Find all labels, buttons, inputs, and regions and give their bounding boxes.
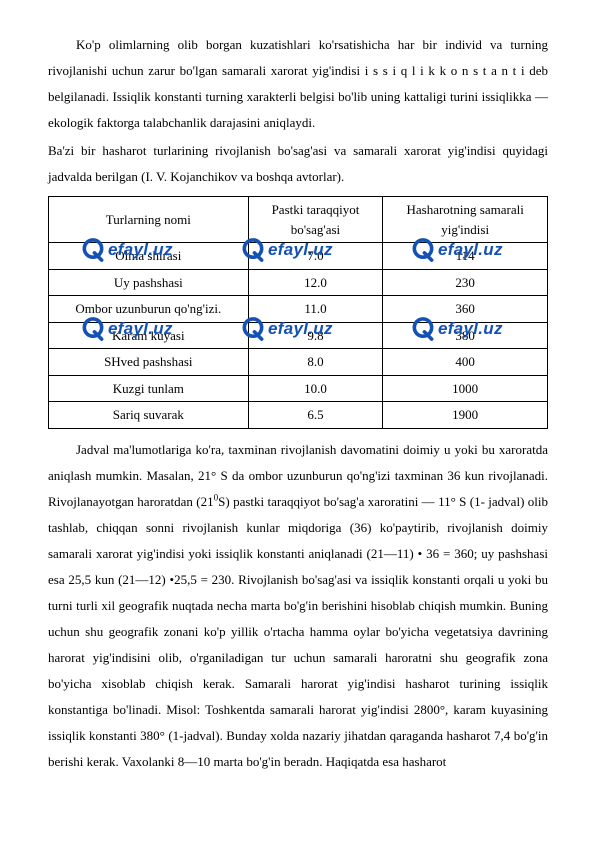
cell-sum: 114 — [383, 243, 548, 270]
paragraph-table-intro: Ba'zi bir hasharot turlarining rivojlani… — [48, 138, 548, 190]
table-row: Uy pashshasi 12.0 230 — [49, 269, 548, 296]
cell-threshold: 12.0 — [248, 269, 383, 296]
cell-name: Olma shirasi — [49, 243, 249, 270]
cell-sum: 230 — [383, 269, 548, 296]
header-sum: Hasharotning samarali yig'indisi — [383, 197, 548, 243]
table-row: Ombor uzunburun qo'ng'izi. 11.0 360 — [49, 296, 548, 323]
p1-spaced2: k o n s t a n t i — [440, 63, 530, 78]
cell-threshold: 7.0 — [248, 243, 383, 270]
cell-name: Sariq suvarak — [49, 402, 249, 429]
cell-threshold: 11.0 — [248, 296, 383, 323]
header-threshold: Pastki taraqqiyot bo'sag'asi — [248, 197, 383, 243]
cell-name: Uy pashshasi — [49, 269, 249, 296]
table-row: Kuzgi tunlam 10.0 1000 — [49, 375, 548, 402]
cell-name: Kuzgi tunlam — [49, 375, 249, 402]
table-row: Karam kuyasi 9.8 380 — [49, 322, 548, 349]
p1-spaced: i s s i q l i k — [360, 63, 435, 78]
cell-sum: 360 — [383, 296, 548, 323]
table-row: Sariq suvarak 6.5 1900 — [49, 402, 548, 429]
cell-sum: 380 — [383, 322, 548, 349]
cell-threshold: 6.5 — [248, 402, 383, 429]
table-row: Olma shirasi 7.0 114 — [49, 243, 548, 270]
p2-text: Ba'zi bir hasharot turlarining rivojlani… — [48, 143, 548, 184]
cell-threshold: 10.0 — [248, 375, 383, 402]
cell-sum: 1000 — [383, 375, 548, 402]
cell-name: Ombor uzunburun qo'ng'izi. — [49, 296, 249, 323]
cell-name: SHved pashshasi — [49, 349, 249, 376]
header-name: Turlarning nomi — [49, 197, 249, 243]
paragraph-intro: Ko'p olimlarning olib borgan kuzatishlar… — [48, 32, 548, 136]
cell-sum: 1900 — [383, 402, 548, 429]
cell-name: Karam kuyasi — [49, 322, 249, 349]
cell-threshold: 8.0 — [248, 349, 383, 376]
cell-threshold: 9.8 — [248, 322, 383, 349]
table-row: SHved pashshasi 8.0 400 — [49, 349, 548, 376]
cell-sum: 400 — [383, 349, 548, 376]
paragraph-explanation: Jadval ma'lumotlariga ko'ra, taxminan ri… — [48, 437, 548, 775]
p3b: S) pastki taraqqiyot bo'sag'a xaroratini… — [48, 494, 548, 769]
table-header-row: Turlarning nomi Pastki taraqqiyot bo'sag… — [49, 197, 548, 243]
species-table: Turlarning nomi Pastki taraqqiyot bo'sag… — [48, 196, 548, 429]
